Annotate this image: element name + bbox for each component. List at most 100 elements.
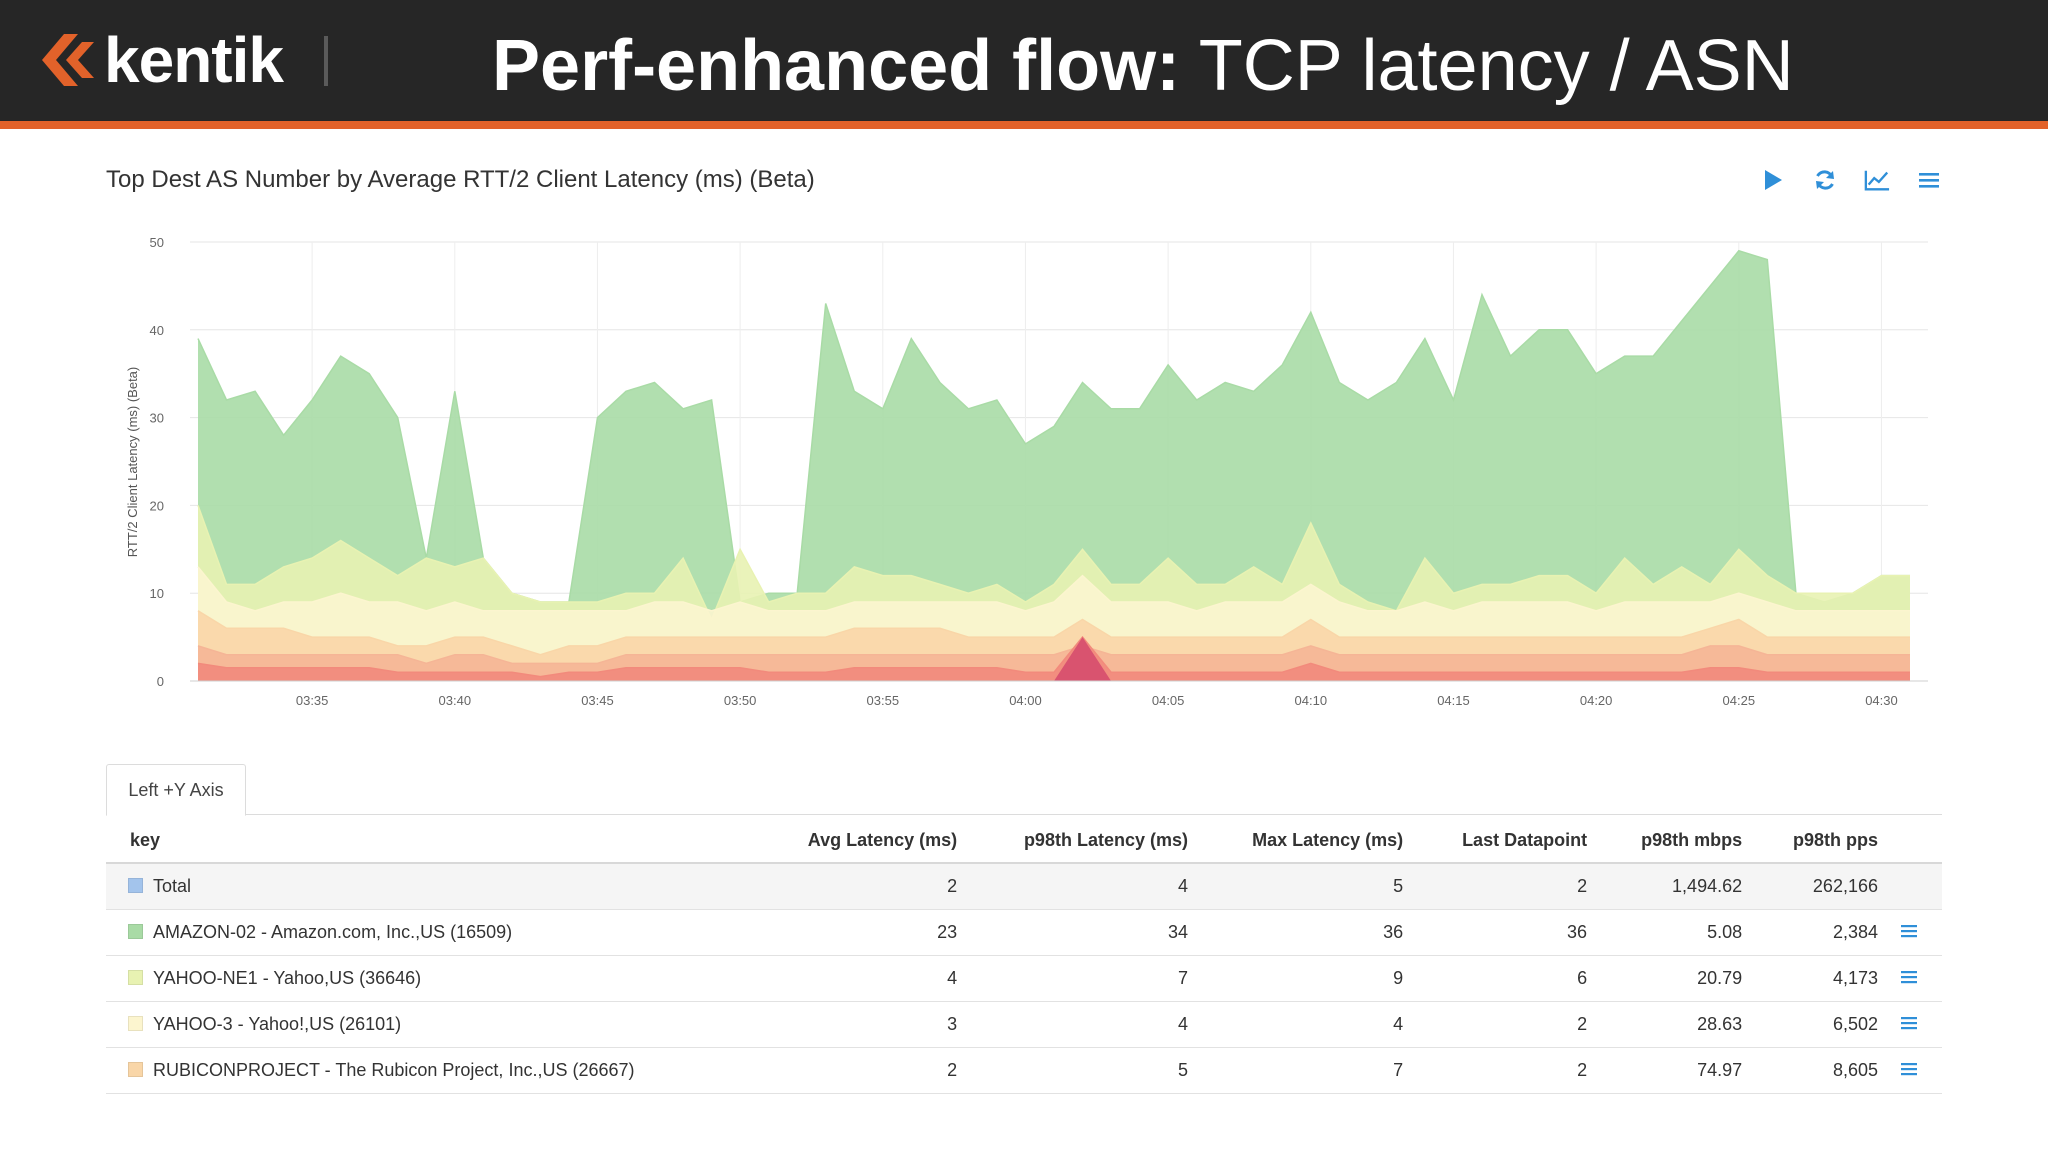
row-menu-icon[interactable]: [1901, 924, 1917, 938]
row-key: AMAZON-02 - Amazon.com, Inc.,US (16509): [106, 909, 758, 956]
row-menu-icon[interactable]: [1901, 970, 1917, 984]
cell-max: 7: [1201, 1047, 1418, 1094]
row-key: YAHOO-3 - Yahoo!,US (26101): [106, 1001, 758, 1048]
y-tick-label: 20: [150, 498, 164, 513]
x-tick-label: 03:40: [439, 693, 472, 708]
y-tick-label: 10: [150, 586, 164, 601]
cell-last: 2: [1417, 1047, 1602, 1094]
cell-max: 4: [1201, 1001, 1418, 1048]
panel-toolbar: [1760, 166, 1942, 194]
series-line: [197, 645, 1910, 665]
panel-title: Top Dest AS Number by Average RTT/2 Clie…: [106, 166, 815, 193]
cell-pps: 262,166: [1756, 863, 1892, 910]
x-tick-label: 03:35: [296, 693, 329, 708]
x-tick-label: 03:55: [867, 693, 900, 708]
col-last-datapoint[interactable]: Last Datapoint: [1417, 818, 1602, 864]
cell-avg: 23: [758, 909, 972, 956]
series-swatch: [128, 970, 143, 985]
cell-avg: 3: [758, 1001, 972, 1048]
table-row[interactable]: YAHOO-3 - Yahoo!,US (26101) 3 4 4 2 28.63 6,50…: [106, 1001, 1942, 1048]
x-tick-label: 04:20: [1580, 693, 1613, 708]
table-row[interactable]: RUBICONPROJECT - The Rubicon Project, In…: [106, 1047, 1942, 1094]
series-line: [197, 566, 1910, 612]
table-row[interactable]: Total 2 4 5 2 1,494.62 262,166: [106, 863, 1942, 910]
col-key[interactable]: key: [106, 818, 758, 864]
slide-title-bold: Perf-enhanced flow:: [492, 26, 1181, 106]
chart-options-button[interactable]: [1864, 166, 1890, 194]
x-tick-label: 04:25: [1723, 693, 1756, 708]
menu-icon: [1919, 173, 1939, 188]
series-line: [197, 610, 1910, 656]
table-header-row: key Avg Latency (ms) p98th Latency (ms) …: [106, 818, 1942, 864]
logo-separator: [324, 36, 328, 86]
series-swatch: [128, 878, 143, 893]
y-axis-label: RTT/2 Client Latency (ms) (Beta): [125, 367, 140, 557]
cell-mbps: 74.97: [1601, 1047, 1757, 1094]
play-button[interactable]: [1760, 166, 1786, 194]
row-key-label: Total: [153, 876, 192, 896]
row-key: Total: [106, 863, 758, 910]
row-key-label: YAHOO-3 - Yahoo!,US (26101): [153, 1014, 402, 1034]
chart-icon: [1864, 170, 1890, 191]
kentik-logo: kentik: [42, 24, 284, 96]
row-actions[interactable]: [1892, 1047, 1942, 1094]
row-actions[interactable]: [1892, 1001, 1942, 1048]
slide-title-light: TCP latency / ASN: [1180, 26, 1794, 106]
play-icon: [1765, 170, 1782, 190]
refresh-icon: [1816, 170, 1834, 190]
panel-menu-button[interactable]: [1916, 166, 1942, 194]
series-line: [197, 635, 1910, 678]
row-menu-icon[interactable]: [1901, 1062, 1917, 1076]
refresh-button[interactable]: [1812, 166, 1838, 194]
cell-p98: 34: [971, 909, 1202, 956]
cell-last: 2: [1417, 863, 1602, 910]
col-max-latency[interactable]: Max Latency (ms): [1201, 818, 1418, 864]
y-tick-label: 30: [150, 411, 164, 426]
cell-max: 36: [1201, 909, 1418, 956]
header-accent-bar: [0, 121, 2048, 129]
series-line: [197, 505, 1910, 622]
row-key-label: AMAZON-02 - Amazon.com, Inc.,US (16509): [153, 922, 513, 942]
slide-title: Perf-enhanced flow: TCP latency / ASN: [492, 24, 1794, 108]
cell-p98: 7: [971, 955, 1202, 1002]
col-p98-mbps[interactable]: p98th mbps: [1601, 818, 1757, 864]
x-tick-label: 03:50: [724, 693, 757, 708]
spike-area: [1054, 637, 1112, 681]
y-tick-label: 0: [157, 674, 164, 689]
cell-last: 6: [1417, 955, 1602, 1002]
y-tick-label: 50: [150, 235, 164, 250]
cell-mbps: 1,494.62: [1601, 863, 1757, 910]
cell-p98: 4: [971, 863, 1202, 910]
cell-avg: 2: [758, 1047, 972, 1094]
cell-mbps: 28.63: [1601, 1001, 1757, 1048]
table-row[interactable]: YAHOO-NE1 - Yahoo,US (36646) 4 7 9 6 20.79 4,1…: [106, 955, 1942, 1002]
cell-last: 36: [1417, 909, 1602, 956]
latency-table: key Avg Latency (ms) p98th Latency (ms) …: [106, 818, 1942, 1094]
y-tick-label: 40: [150, 323, 164, 338]
cell-pps: 4,173: [1756, 955, 1892, 1002]
cell-mbps: 5.08: [1601, 909, 1757, 956]
row-actions[interactable]: [1892, 909, 1942, 956]
x-tick-label: 03:45: [581, 693, 614, 708]
col-avg-latency[interactable]: Avg Latency (ms): [758, 818, 972, 864]
cell-pps: 2,384: [1756, 909, 1892, 956]
x-tick-label: 04:05: [1152, 693, 1185, 708]
cell-pps: 6,502: [1756, 1001, 1892, 1048]
table-row[interactable]: AMAZON-02 - Amazon.com, Inc.,US (16509) 2…: [106, 909, 1942, 956]
cell-avg: 4: [758, 955, 972, 1002]
logo-text: kentik: [104, 24, 284, 96]
row-key-label: RUBICONPROJECT - The Rubicon Project, In…: [153, 1060, 635, 1080]
series-area: [198, 250, 1910, 682]
series-swatch: [128, 1016, 143, 1031]
col-p98-pps[interactable]: p98th pps: [1756, 818, 1892, 864]
col-actions: [1892, 818, 1942, 864]
cell-pps: 8,605: [1756, 1047, 1892, 1094]
tab-left-y-axis[interactable]: Left +Y Axis: [106, 764, 246, 816]
col-p98-latency[interactable]: p98th Latency (ms): [971, 818, 1202, 864]
row-key: RUBICONPROJECT - The Rubicon Project, In…: [106, 1047, 758, 1094]
x-tick-label: 04:00: [1009, 693, 1042, 708]
row-menu-icon[interactable]: [1901, 1016, 1917, 1030]
x-tick-label: 04:15: [1437, 693, 1470, 708]
kentik-chevron-icon: [42, 34, 94, 86]
row-actions[interactable]: [1892, 955, 1942, 1002]
